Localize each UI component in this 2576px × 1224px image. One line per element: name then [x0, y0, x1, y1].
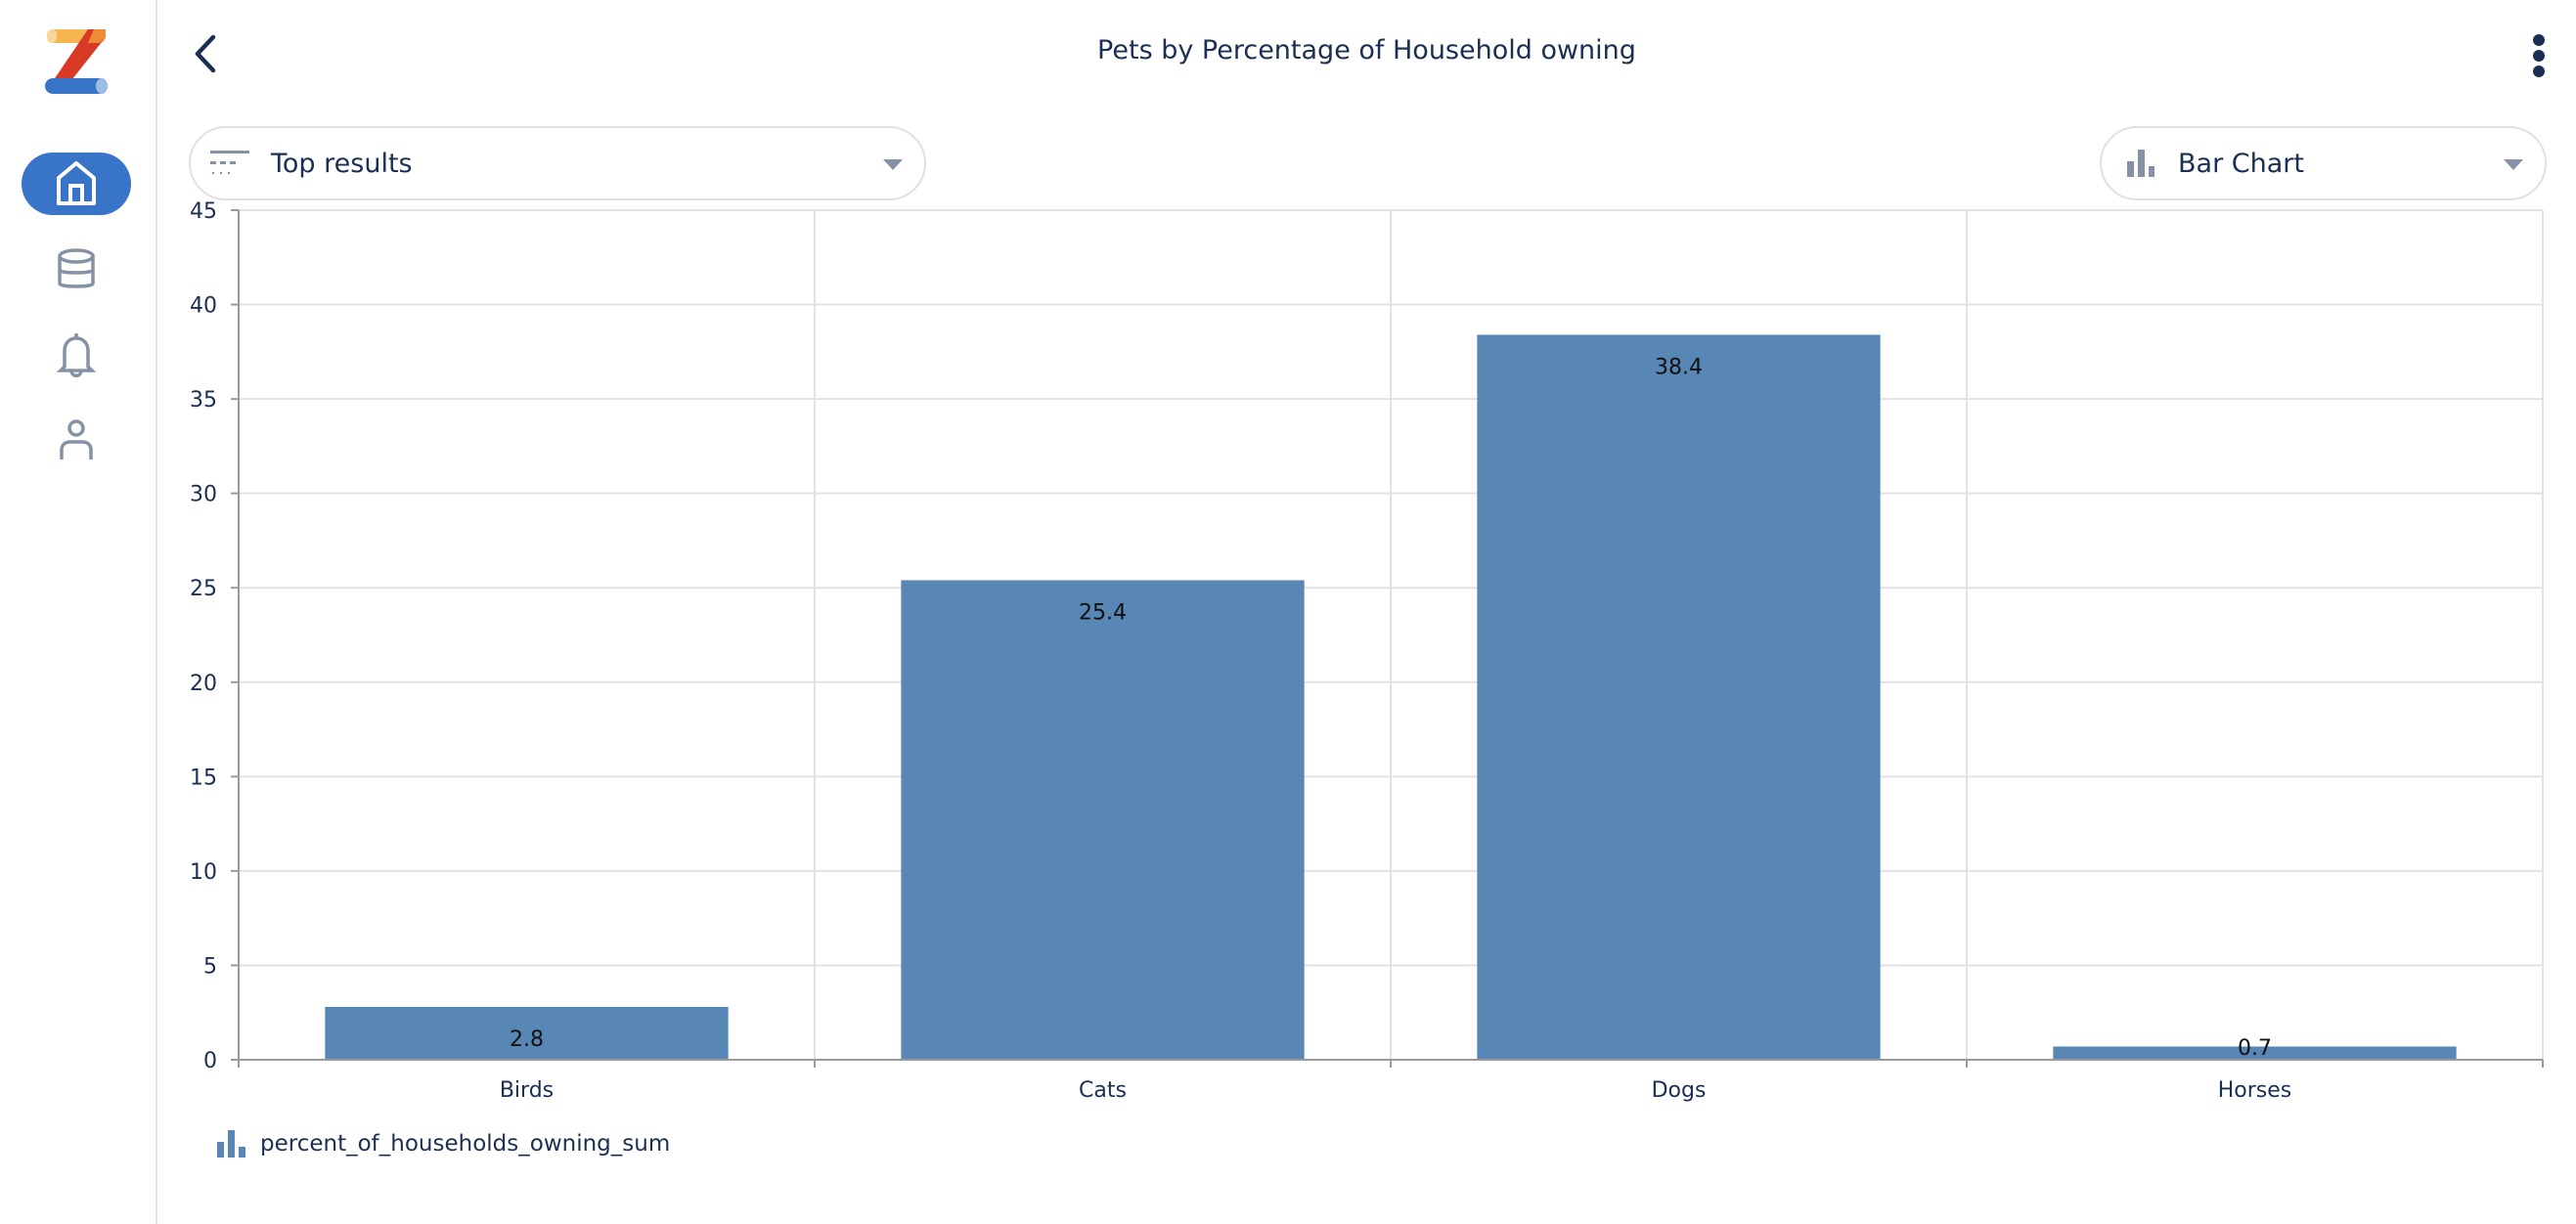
legend-label: percent_of_households_owning_sum [260, 1131, 671, 1157]
sidebar-item-database[interactable] [22, 239, 131, 301]
sidebar-item-profile[interactable] [22, 409, 131, 471]
y-tick-label: 10 [190, 860, 217, 885]
chevron-down-icon [2504, 159, 2523, 170]
chart-type-dropdown[interactable]: Bar Chart [2100, 126, 2547, 200]
data-label: 38.4 [1655, 355, 1703, 379]
result-filter-label: Top results [271, 148, 413, 179]
bell-icon [57, 333, 96, 377]
y-tick-label: 0 [203, 1049, 217, 1073]
bar-horses [2053, 1046, 2457, 1060]
x-tick-label: Horses [2218, 1078, 2292, 1103]
data-label: 0.7 [2238, 1036, 2272, 1061]
more-options-icon[interactable] [2525, 33, 2553, 78]
y-tick-label: 20 [190, 672, 217, 696]
sidebar-item-notifications[interactable] [22, 324, 131, 386]
result-filter-dropdown[interactable]: Top results [189, 126, 926, 200]
x-tick-label: Birds [500, 1078, 554, 1103]
home-icon [57, 161, 96, 205]
bar-cats [901, 580, 1305, 1060]
y-tick-label: 30 [190, 483, 217, 507]
page-title: Pets by Percentage of Household owning [1097, 35, 1636, 66]
bar-dogs [1477, 334, 1881, 1060]
x-tick-label: Cats [1079, 1078, 1127, 1103]
app-logo [45, 29, 108, 94]
data-label: 25.4 [1079, 600, 1127, 625]
legend-bar-icon [217, 1130, 245, 1158]
bar-birds [325, 1006, 729, 1060]
back-button[interactable] [188, 31, 227, 76]
sidebar-item-home[interactable] [22, 153, 131, 215]
chart-legend[interactable]: percent_of_households_owning_sum [217, 1130, 670, 1158]
chevron-down-icon [883, 159, 903, 170]
database-icon [58, 248, 95, 288]
data-label: 2.8 [510, 1027, 544, 1052]
y-tick-label: 25 [190, 577, 217, 601]
bar-chart-icon [2127, 150, 2154, 177]
sidebar [0, 0, 157, 1224]
user-icon [60, 419, 93, 459]
y-tick-label: 5 [203, 954, 217, 979]
x-tick-label: Dogs [1652, 1078, 1707, 1103]
y-tick-label: 40 [190, 294, 217, 319]
y-tick-label: 15 [190, 765, 217, 790]
y-tick-label: 35 [190, 388, 217, 413]
filter-lines-icon [210, 151, 249, 174]
y-tick-label: 45 [190, 199, 217, 224]
chart-type-label: Bar Chart [2178, 148, 2304, 179]
